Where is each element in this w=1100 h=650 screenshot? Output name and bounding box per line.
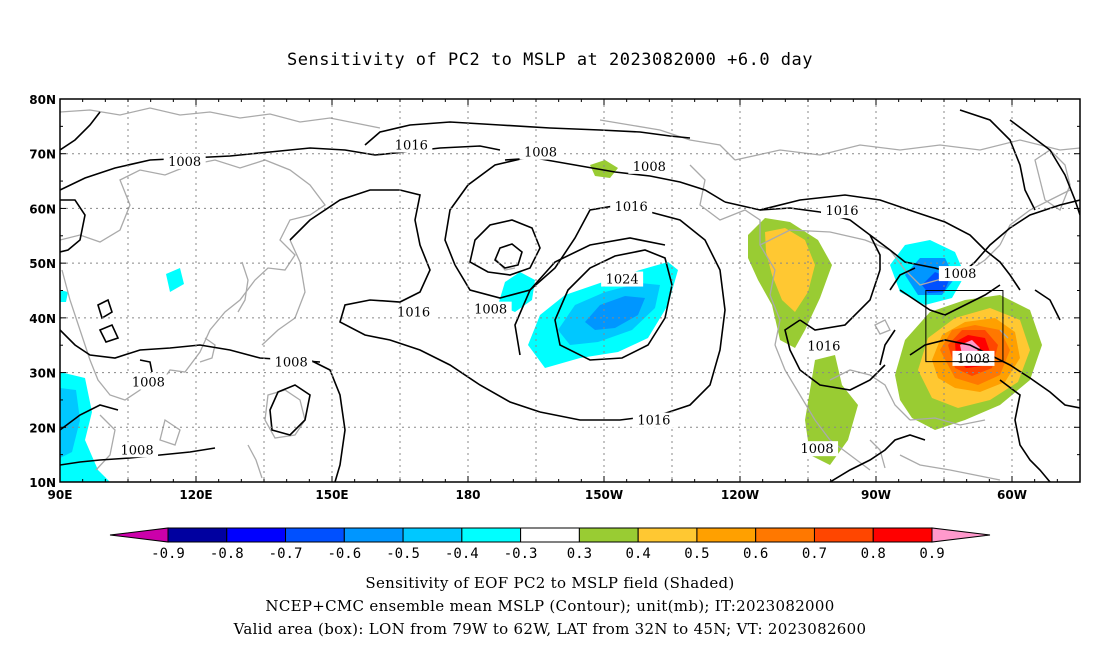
contour-label: 1008 bbox=[474, 303, 507, 318]
lon-label: 60W bbox=[997, 488, 1027, 502]
colorbar-low-end bbox=[109, 527, 169, 543]
contour-label: 1016 bbox=[825, 204, 858, 219]
lat-label: 20N bbox=[29, 421, 56, 435]
contour-label: 1008 bbox=[801, 442, 834, 457]
contour-label: 1008 bbox=[275, 356, 308, 371]
colorbar-label: 0.5 bbox=[684, 546, 709, 562]
lat-label: 80N bbox=[29, 93, 56, 107]
shade-pos-alaska bbox=[590, 160, 618, 178]
lon-label: 150E bbox=[315, 488, 348, 502]
colorbar-segment bbox=[696, 527, 757, 543]
contour-label-bg bbox=[127, 374, 170, 390]
contour-label: 1008 bbox=[132, 375, 165, 390]
lon-label: 150W bbox=[585, 488, 623, 502]
contour-label: 1016 bbox=[637, 414, 670, 429]
colorbar-label: -0.5 bbox=[386, 546, 420, 562]
contour-label: 1008 bbox=[168, 155, 201, 170]
contour-label-bg bbox=[519, 144, 562, 160]
contour-label-bg bbox=[469, 301, 512, 317]
colorbar-high-end bbox=[931, 527, 991, 543]
contour-label-bg bbox=[821, 203, 863, 219]
map-title: Sensitivity of PC2 to MSLP at 2023082000… bbox=[286, 50, 813, 70]
colorbar-label: 0.4 bbox=[626, 546, 651, 562]
colorbar-segment bbox=[813, 527, 874, 543]
contour-label-bg bbox=[938, 266, 981, 282]
shade-pos-rockies-inner bbox=[765, 228, 815, 312]
colorbar-segment bbox=[578, 527, 639, 543]
sensitivity-map: 1008 1016 1008 1008 1016 1024 1016 1008 1016 1008… bbox=[29, 93, 1081, 562]
colorbar-label: -0.8 bbox=[210, 546, 244, 562]
contour-label: 1008 bbox=[957, 352, 990, 367]
contour-label-bg bbox=[628, 158, 671, 174]
colorbar-label: 0.3 bbox=[567, 546, 592, 562]
lon-axis-labels: 90E 120E 150E 180 150W 120W 90W 60W bbox=[48, 488, 1027, 502]
colorbar-label: -0.4 bbox=[445, 546, 479, 562]
colorbar-label: -0.3 bbox=[504, 546, 538, 562]
contour-label-bg bbox=[952, 350, 995, 366]
contour-label: 1016 bbox=[807, 339, 840, 354]
lat-label: 60N bbox=[29, 202, 56, 216]
lon-label: 90W bbox=[861, 488, 891, 502]
colorbar-segment bbox=[402, 527, 463, 543]
contour-label-bg bbox=[270, 354, 313, 370]
colorbar: -0.9 -0.8 -0.7 -0.6 -0.5 -0.4 -0.3 0.3 0.4 0.5 0.6… bbox=[109, 527, 991, 562]
contour-label-bg bbox=[390, 137, 433, 153]
coastlines bbox=[60, 107, 1080, 481]
contour-label: 1008 bbox=[943, 267, 976, 282]
colorbar-segment bbox=[461, 527, 522, 543]
contour-label-bg bbox=[802, 338, 845, 354]
caption-valid-area: Valid area (box): LON from 79W to 62W, L… bbox=[233, 620, 867, 638]
caption-shaded: Sensitivity of EOF PC2 to MSLP field (Sh… bbox=[365, 574, 735, 592]
caption-contour: NCEP+CMC ensemble mean MSLP (Contour); u… bbox=[265, 597, 835, 615]
colorbar-segment bbox=[285, 527, 345, 543]
contour-label-bg bbox=[392, 304, 435, 320]
contour-label: 1016 bbox=[615, 200, 648, 215]
contour-label-bg bbox=[796, 441, 839, 457]
colorbar-label: -0.9 bbox=[151, 546, 185, 562]
graticule bbox=[60, 99, 1080, 482]
colorbar-label: -0.7 bbox=[269, 546, 303, 562]
colorbar-segment bbox=[343, 527, 404, 543]
contour-label-bg bbox=[632, 412, 675, 428]
lon-label: 120W bbox=[721, 488, 759, 502]
colorbar-label: 0.9 bbox=[919, 546, 944, 562]
lon-label: 180 bbox=[455, 488, 480, 502]
shade-neg-edge bbox=[60, 290, 68, 302]
shade-neg-pacific-core bbox=[585, 296, 645, 330]
shade-neg-small bbox=[166, 268, 184, 292]
valid-area-box bbox=[925, 290, 1004, 363]
contour-label-bg bbox=[610, 198, 653, 214]
colorbar-label: 0.8 bbox=[861, 546, 886, 562]
mslp-contours bbox=[60, 109, 1080, 482]
colorbar-segment bbox=[520, 527, 580, 543]
lon-label: 120E bbox=[179, 488, 212, 502]
contour-label: 1016 bbox=[395, 139, 428, 154]
lat-axis-labels: 80N 70N 60N 50N 40N 30N 20N 10N bbox=[29, 93, 56, 490]
colorbar-segment bbox=[872, 527, 933, 543]
colorbar-segment bbox=[167, 527, 228, 543]
contour-label: 1008 bbox=[121, 443, 154, 458]
contour-label: 1016 bbox=[397, 305, 430, 320]
lat-label: 70N bbox=[29, 148, 56, 162]
colorbar-label: -0.6 bbox=[327, 546, 361, 562]
lon-label: 90E bbox=[48, 488, 73, 502]
colorbar-segment bbox=[226, 527, 287, 543]
contour-label: 1024 bbox=[606, 273, 639, 288]
contour-label: 1008 bbox=[524, 146, 557, 161]
lat-label: 30N bbox=[29, 367, 56, 381]
axis-ticks bbox=[59, 98, 1081, 483]
contour-label-bg bbox=[601, 271, 644, 287]
contour-label: 1008 bbox=[633, 160, 666, 175]
colorbar-label: 0.7 bbox=[802, 546, 827, 562]
contour-label-bg bbox=[163, 153, 206, 169]
contour-label-bg bbox=[116, 442, 159, 458]
colorbar-label: 0.6 bbox=[743, 546, 768, 562]
contour-labels: 1008 1016 1008 1008 1016 1024 1016 1008 1016 1008… bbox=[116, 137, 995, 458]
shade-pos-mexico bbox=[805, 355, 858, 465]
lat-label: 50N bbox=[29, 257, 56, 271]
colorbar-segment bbox=[755, 527, 815, 543]
colorbar-segment bbox=[637, 527, 698, 543]
lat-label: 10N bbox=[29, 476, 56, 490]
lat-label: 40N bbox=[29, 312, 56, 326]
